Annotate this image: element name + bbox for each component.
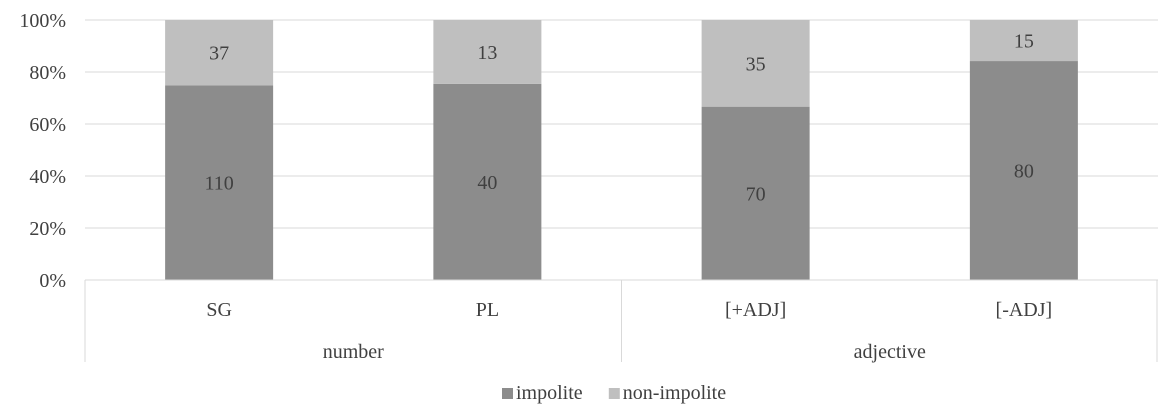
data-label: 15 <box>1014 31 1034 53</box>
bar-segment <box>969 61 1078 281</box>
bar-segment <box>165 85 274 281</box>
x-axis: SG PL [+ADJ] [-ADJ] number adjective <box>84 279 1158 363</box>
category-label: [-ADJ] <box>996 299 1053 321</box>
bar-segment <box>165 20 274 86</box>
category-label: SG <box>206 299 232 321</box>
legend-swatch <box>608 388 620 399</box>
bar-segment <box>433 20 542 84</box>
y-tick-label: 0% <box>39 270 66 292</box>
bar-segment <box>701 20 810 107</box>
category-label: PL <box>476 299 499 321</box>
group-label: adjective <box>854 341 926 363</box>
data-label: 80 <box>1014 161 1034 183</box>
y-tick-label: 100% <box>19 10 66 32</box>
y-tick-label: 20% <box>29 218 66 240</box>
bar-segment <box>969 20 1078 62</box>
bars: 110 37 40 13 70 35 80 15 <box>165 20 1078 281</box>
legend-label: non-impolite <box>623 382 726 404</box>
category-label: [+ADJ] <box>725 299 786 321</box>
y-axis-ticks: 0% 20% 40% 60% 80% 100% <box>19 10 66 292</box>
y-tick-label: 80% <box>29 62 66 84</box>
bar-segment <box>433 83 542 280</box>
group-label: number <box>323 341 384 363</box>
data-label: 40 <box>477 172 497 194</box>
y-tick-label: 60% <box>29 114 66 136</box>
legend-swatch <box>502 388 513 399</box>
data-label: 110 <box>204 173 233 195</box>
legend-label: impolite <box>516 382 583 404</box>
data-label: 35 <box>746 53 766 75</box>
bar-segment <box>701 106 810 281</box>
data-label: 13 <box>477 42 497 64</box>
legend: impolite non-impolite <box>502 382 726 404</box>
y-tick-label: 40% <box>29 166 66 188</box>
data-label: 70 <box>746 183 766 205</box>
data-label: 37 <box>209 43 229 65</box>
